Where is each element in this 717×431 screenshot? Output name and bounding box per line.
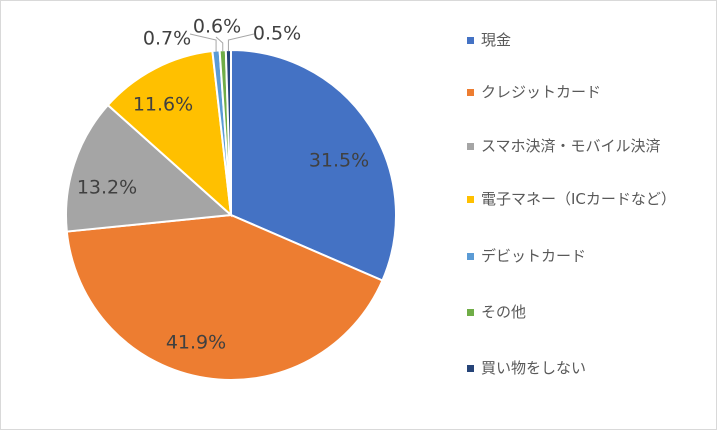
pie-slice-mobile-payment xyxy=(65,103,234,233)
legend-label: 電子マネー（ICカードなど） xyxy=(481,190,676,208)
legend-item-cash: 現金 xyxy=(467,31,712,50)
legend-swatch xyxy=(467,253,474,260)
legend-swatch xyxy=(467,365,474,372)
legend-swatch xyxy=(467,89,474,96)
data-label-no-shopping: 0.5% xyxy=(253,23,301,45)
legend-label: その他 xyxy=(481,303,527,321)
data-label-debit-card: 0.7% xyxy=(143,28,191,50)
legend-label: スマホ決済・モバイル決済 xyxy=(481,137,661,155)
pie-slice-cash xyxy=(230,48,397,282)
legend-label: 買い物をしない xyxy=(481,359,587,377)
pie-slice-e-money xyxy=(106,49,233,218)
legend-label: デビットカード xyxy=(481,247,587,265)
leader-line-debit-card xyxy=(189,33,217,52)
legend-swatch xyxy=(467,37,474,44)
leader-lines xyxy=(189,33,255,52)
data-labels: 31.5% 41.9% 13.2% 11.6% 0.7%0.6% 0.5% xyxy=(77,16,369,354)
data-label-cash: 31.5% xyxy=(309,150,369,172)
legend-item-other: その他 xyxy=(467,303,712,322)
legend-swatch xyxy=(467,196,474,203)
legend-swatch xyxy=(467,309,474,316)
leader-line-no-shopping xyxy=(227,33,255,52)
legend-item-debit-card: デビットカード xyxy=(467,247,712,266)
legend-label: クレジットカード xyxy=(481,83,602,101)
data-label-credit-card: 41.9% xyxy=(166,332,226,354)
legend-item-no-shopping: 買い物をしない xyxy=(467,359,712,378)
legend-item-mobile-payment: スマホ決済・モバイル決済 xyxy=(467,137,712,156)
legend-swatch xyxy=(467,143,474,150)
pie-slices xyxy=(65,48,397,381)
legend-item-e-money: 電子マネー（ICカードなど） xyxy=(467,190,712,209)
leader-line-other xyxy=(215,36,224,52)
data-label-mobile-payment: 13.2% xyxy=(77,177,137,199)
legend-item-credit-card: クレジットカード xyxy=(467,83,712,102)
data-label-e-money: 11.6% xyxy=(133,94,193,116)
data-label-other: 0.6% xyxy=(193,16,241,38)
pie-slice-credit-card xyxy=(65,213,384,381)
legend-label: 現金 xyxy=(481,31,512,49)
